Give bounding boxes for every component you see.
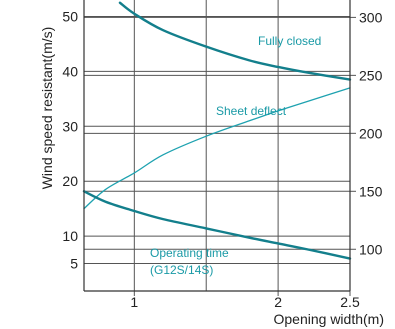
y2-tick-labels: 100 150 200 250 300 bbox=[359, 9, 383, 257]
x-axis-label: Opening width(m) bbox=[274, 311, 385, 327]
sheet-deflect-label: Sheet deflect bbox=[216, 104, 287, 118]
series-group bbox=[82, 1, 352, 260]
y-tick-label: 30 bbox=[62, 118, 78, 134]
x-tick-label: 2.5 bbox=[340, 294, 360, 310]
y-tick-label: 5 bbox=[70, 256, 78, 272]
y-tick-label: 40 bbox=[62, 63, 78, 79]
y2-tick-label: 300 bbox=[359, 9, 383, 25]
y2-tick-label: 250 bbox=[359, 67, 383, 83]
x-tick-label: 1 bbox=[130, 294, 138, 310]
y2-tick-label: 200 bbox=[359, 125, 383, 141]
y2-tick-label: 100 bbox=[359, 241, 383, 257]
x-tick-label: 2 bbox=[274, 294, 282, 310]
sheet-deflect-line bbox=[83, 87, 351, 210]
y-tick-label: 20 bbox=[62, 173, 78, 189]
y2-tick-label: 150 bbox=[359, 183, 383, 199]
curve-labels: Fully closed Sheet deflect Operating time (… bbox=[150, 34, 321, 277]
fully-closed-line bbox=[118, 1, 352, 81]
x-tick-labels: 1 2 2.5 bbox=[130, 294, 360, 310]
operating-time-label-line2: (G12S/14S) bbox=[150, 263, 213, 277]
y-tick-labels: 5 10 20 30 40 50 bbox=[62, 8, 78, 271]
y-axis-label: Wind speed resistant(m/s) bbox=[39, 27, 55, 190]
y-tick-label: 10 bbox=[62, 228, 78, 244]
plot-frame bbox=[83, 0, 351, 292]
y-tick-label: 50 bbox=[62, 8, 78, 24]
operating-time-label: Operating time bbox=[150, 246, 229, 260]
fully-closed-label: Fully closed bbox=[258, 34, 321, 48]
operating-time-line bbox=[82, 190, 352, 260]
